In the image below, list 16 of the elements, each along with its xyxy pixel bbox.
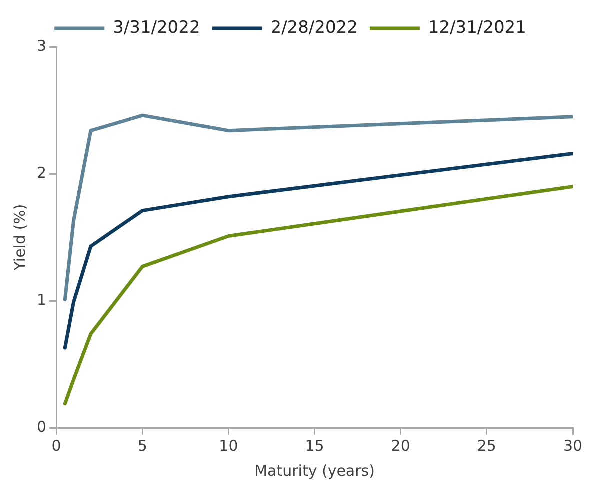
y-tick-label: 0: [36, 418, 47, 436]
x-tick-label: 15: [305, 436, 324, 455]
x-tick-label: 0: [52, 436, 62, 455]
y-axis-title: Yield (%): [10, 204, 29, 272]
y-tick-label: 2: [36, 164, 47, 182]
y-tick-label: 3: [36, 36, 47, 55]
x-tick-label: 30: [563, 436, 583, 455]
legend-label: 3/31/2022: [113, 18, 200, 38]
x-tick-label: 25: [477, 436, 496, 455]
x-axis-title: Maturity (years): [254, 462, 375, 480]
x-tick-label: 10: [219, 436, 238, 455]
x-tick-label: 20: [391, 436, 410, 455]
y-tick-label: 1: [36, 290, 47, 309]
legend-label: 2/28/2022: [270, 18, 358, 38]
x-tick-label: 5: [138, 436, 148, 455]
legend-label: 12/31/2021: [428, 18, 526, 38]
